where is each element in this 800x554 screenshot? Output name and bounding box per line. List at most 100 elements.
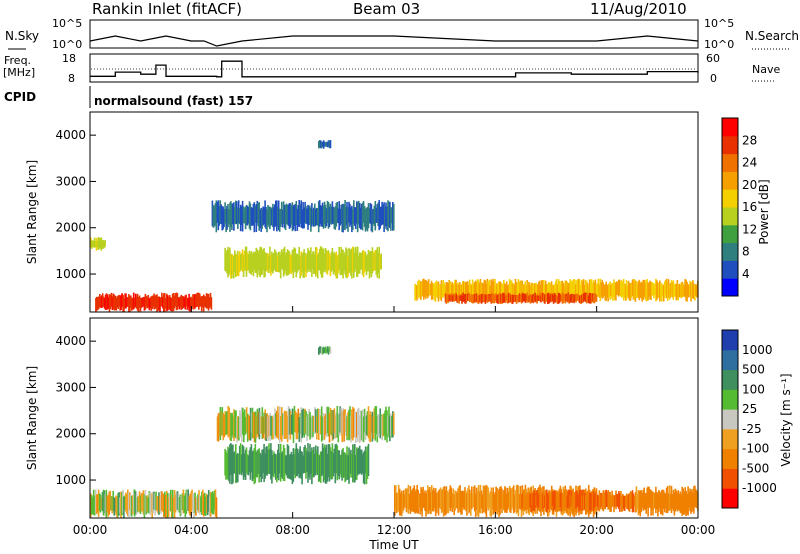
heat-cell: [365, 255, 368, 276]
heat-cell: [472, 486, 475, 508]
heat-cell: [320, 141, 323, 149]
heat-cell: [92, 489, 95, 515]
heat-cell: [259, 452, 261, 477]
heat-cell: [485, 484, 488, 518]
heat-cell: [238, 251, 241, 273]
heat-cell: [348, 201, 350, 223]
heat-cell: [491, 492, 493, 509]
heat-cell: [563, 489, 566, 511]
heat-cell: [447, 294, 450, 303]
heat-cell: [268, 443, 270, 474]
heat-cell: [103, 297, 106, 309]
colorbar-swatch: [722, 242, 738, 261]
heat-cell: [369, 411, 372, 443]
heat-cell: [180, 294, 183, 310]
heat-cell: [487, 293, 490, 303]
heat-cell: [490, 294, 493, 304]
heat-cell: [102, 239, 104, 249]
heat-cell: [301, 209, 303, 229]
heat-cell: [663, 492, 666, 513]
heat-cell: [511, 283, 514, 298]
heat-cell: [317, 201, 320, 233]
nsky-label: N.Sky: [5, 29, 39, 43]
heat-cell: [299, 255, 301, 279]
heat-cell: [95, 494, 98, 514]
heat-cell: [645, 493, 647, 514]
heat-cell: [433, 490, 436, 508]
heat-cell: [228, 407, 230, 436]
heat-cell: [660, 493, 662, 515]
heat-cell: [394, 485, 396, 516]
heat-cell: [248, 450, 251, 473]
heat-cell: [294, 203, 297, 232]
heat-cell: [312, 209, 314, 225]
heat-cell: [330, 206, 333, 225]
heat-cell: [618, 491, 620, 510]
heat-cell: [552, 285, 555, 299]
heat-cell: [152, 491, 154, 514]
heat-cell: [319, 205, 322, 224]
heat-cell: [267, 205, 269, 225]
heat-cell: [519, 280, 522, 297]
heat-cell: [367, 203, 370, 229]
heat-cell: [277, 443, 280, 481]
heat-cell: [223, 414, 226, 438]
heat-cell: [617, 494, 619, 508]
heat-cell: [189, 297, 191, 312]
heat-cell: [339, 406, 341, 433]
heat-cell: [336, 406, 339, 438]
heat-cell: [276, 455, 278, 483]
heat-cell: [108, 491, 111, 515]
heat-cell: [197, 494, 199, 511]
heat-cell: [183, 495, 186, 513]
heat-cell: [452, 284, 454, 298]
heat-cell: [498, 489, 500, 517]
heat-cell: [316, 207, 318, 225]
heat-cell: [282, 201, 285, 224]
heat-cell: [454, 279, 456, 298]
heat-cell: [572, 279, 574, 301]
heat-cell: [542, 280, 544, 301]
heat-cell: [517, 486, 520, 517]
heat-cell: [516, 484, 519, 513]
heat-cell: [166, 295, 169, 311]
heat-cell: [151, 295, 153, 310]
heat-cell: [465, 490, 467, 512]
heat-cell: [509, 293, 511, 303]
colorbar-tick: -100: [742, 442, 769, 456]
heat-cell: [324, 142, 327, 147]
heat-cell: [204, 296, 207, 308]
heat-cell: [372, 416, 375, 439]
heat-cell: [570, 280, 572, 300]
heat-cell: [541, 496, 543, 511]
heat-cell: [565, 280, 567, 296]
heat-cell: [532, 492, 534, 512]
heat-cell: [468, 279, 471, 296]
heat-cell: [263, 248, 265, 278]
heat-cell: [478, 491, 481, 513]
colorbar-tick: 4: [742, 267, 750, 281]
heat-cell: [620, 491, 622, 506]
heat-cell: [361, 454, 364, 474]
heat-cell: [310, 208, 312, 232]
heat-cell: [365, 415, 368, 436]
heat-cell: [124, 495, 126, 510]
heat-cell: [461, 296, 463, 304]
heat-cell: [447, 282, 449, 301]
heat-cell: [97, 237, 100, 250]
heat-cell: [595, 491, 598, 511]
heat-cell: [418, 494, 420, 508]
cpid-text: normalsound (fast) 157: [94, 94, 253, 108]
heat-cell: [276, 252, 278, 272]
heat-cell: [645, 280, 647, 301]
heat-cell: [185, 294, 187, 307]
heat-cell: [632, 279, 635, 300]
heat-cell: [274, 204, 276, 228]
heat-cell: [254, 251, 257, 273]
heat-cell: [341, 411, 343, 443]
heat-cell: [585, 280, 588, 301]
heat-cell: [165, 298, 167, 309]
heat-cell: [545, 495, 547, 512]
heat-cell: [127, 297, 129, 307]
colorbar-swatch: [722, 369, 738, 390]
